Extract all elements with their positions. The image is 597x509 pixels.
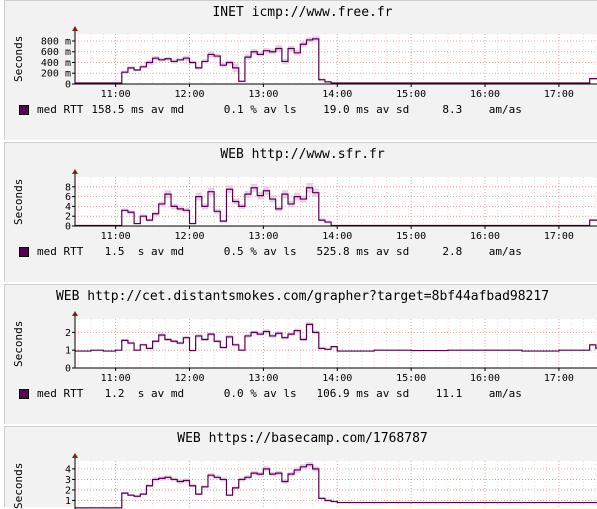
y-tick-label: 1 [65, 496, 71, 507]
y-axis-arrow [72, 311, 78, 316]
legend-stats: 1.5 s av md 0.5 % av ls 525.8 ms av sd 2… [91, 245, 522, 258]
x-tick-label: 11:00 [101, 373, 131, 384]
x-tick-label: 11:00 [101, 89, 131, 100]
legend-series-name: med RTT [37, 387, 84, 400]
series-spread-band [75, 322, 597, 352]
legend: med RTT 158.5 ms av md 0.1 % av ls 19.0 … [19, 103, 522, 116]
chart-title: WEB https://basecamp.com/1768787 [177, 431, 428, 446]
y-tick-label: 6 [65, 192, 71, 203]
y-tick-label: 0 [65, 364, 71, 375]
y-tick-label: 4 [65, 202, 71, 213]
x-tick-label: 12:00 [174, 231, 204, 242]
x-tick-label: 12:00 [174, 89, 204, 100]
chart-title: WEB http://cet.distantsmokes.com/grapher… [55, 289, 550, 304]
y-tick-label: 2 [65, 212, 71, 223]
y-tick-label: 2 [65, 328, 71, 339]
series-line [75, 464, 597, 509]
chart-panel: WEB http://cet.distantsmokes.com/grapher… [4, 284, 597, 424]
legend-stats: 1.2 s av md 0.0 % av ls 106.9 ms av sd 1… [91, 387, 522, 400]
y-tick-label: 200 m [41, 69, 71, 80]
y-axis-arrow [72, 169, 78, 174]
y-axis-arrow [72, 26, 78, 31]
legend: med RTT 1.5 s av md 0.5 % av ls 525.8 ms… [19, 245, 522, 258]
x-tick-label: 11:00 [101, 231, 131, 242]
chart-panel: WEB http://www.sfr.fr Seconds 0 2 4 6 8 11:00… [4, 142, 597, 282]
y-tick-label: 8 [65, 182, 71, 193]
x-tick-label: 13:00 [248, 89, 278, 100]
x-tick-label: 13:00 [248, 373, 278, 384]
chart-title: INET icmp://www.free.fr [212, 5, 393, 20]
x-tick-label: 16:00 [470, 373, 500, 384]
legend-swatch [19, 388, 29, 399]
chart-panel: INET icmp://www.free.fr Seconds 0 200 m 40… [4, 0, 597, 140]
y-tick-label: 0 [65, 80, 71, 91]
x-tick-label: 17:00 [544, 373, 574, 384]
y-tick-label: 4 [65, 464, 71, 475]
legend-swatch [19, 104, 29, 115]
chart-title: WEB http://www.sfr.fr [220, 147, 385, 162]
y-tick-label: 800 m [41, 36, 71, 47]
x-tick-label: 14:00 [322, 373, 352, 384]
legend-series-name: med RTT [37, 245, 84, 258]
x-tick-label: 17:00 [544, 231, 574, 242]
y-tick-label: 0 [65, 222, 71, 233]
legend-stats: 158.5 ms av md 0.1 % av ls 19.0 ms av sd… [91, 103, 522, 116]
y-tick-label: 1 [65, 346, 71, 357]
x-tick-label: 15:00 [396, 231, 426, 242]
x-tick-label: 15:00 [396, 373, 426, 384]
plot-svg: 0 1 2 11:00 12:00 13:00 14:00 15:00 16:00 17:00 [65, 311, 597, 384]
plot-area [75, 319, 597, 368]
y-tick-label: 3 [65, 475, 71, 486]
x-tick-label: 16:00 [470, 89, 500, 100]
y-tick-label: 400 m [41, 58, 71, 69]
series-line [75, 187, 597, 227]
x-tick-label: 13:00 [248, 231, 278, 242]
series-line [75, 323, 597, 352]
x-tick-label: 15:00 [396, 89, 426, 100]
x-tick-label: 17:00 [544, 89, 574, 100]
chart-panel: WEB https://basecamp.com/1768787 Seconds… [4, 426, 597, 509]
legend-series-name: med RTT [37, 103, 84, 116]
x-tick-label: 14:00 [322, 231, 352, 242]
x-tick-label: 12:00 [174, 373, 204, 384]
y-axis-arrow [72, 453, 78, 458]
y-tick-label: 600 m [41, 47, 71, 58]
plot-area [75, 177, 597, 226]
x-tick-label: 16:00 [470, 231, 500, 242]
x-tick-label: 14:00 [322, 89, 352, 100]
legend-swatch [19, 246, 29, 257]
series-line [75, 38, 597, 84]
y-tick-label: 2 [65, 485, 71, 496]
legend: med RTT 1.2 s av md 0.0 % av ls 106.9 ms… [19, 387, 522, 400]
